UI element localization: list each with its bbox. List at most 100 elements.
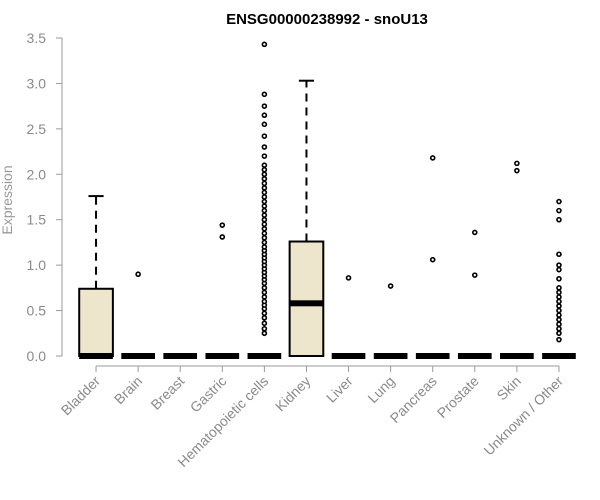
outlier-point [135,271,141,278]
outlier-point [261,194,268,200]
y-tick-label-0: 0.0 [27,348,47,364]
x-tick-label-10: Skin [493,373,524,404]
box-median [289,300,324,307]
box-iqr [78,287,114,357]
x-tick-label-0: Bladder [58,373,104,419]
outlier-point [261,239,268,246]
y-tick-label-1: 0.5 [27,303,47,319]
outlier-point [261,320,268,327]
outlier-point [261,189,268,196]
box-median [457,353,492,359]
outlier-point [261,185,268,191]
outlier-point [261,230,268,237]
outlier-point [556,285,562,291]
x-tick-label-2: Breast [147,373,187,413]
outlier-point [429,155,436,161]
outlier-point [261,133,268,139]
outlier-point [556,266,562,273]
box-median [121,353,155,359]
x-tick-label-7: Lung [364,373,397,406]
outlier-point [556,330,562,337]
y-tick-label-7: 3.5 [27,30,47,46]
outlier-point [261,289,268,296]
outlier-point [261,294,268,300]
y-tick-label-4: 2.0 [27,166,47,182]
outlier-point [345,275,352,281]
outlier-point [556,207,562,214]
boxes [78,41,576,359]
box-median [247,353,282,359]
outlier-point [261,325,268,332]
outlier-point [219,234,226,240]
outlier-point [261,212,268,218]
box-group-8 [415,155,450,359]
x-tick-label-1: Brain [111,373,145,407]
box-group-3 [205,222,240,359]
box-median [79,353,113,359]
outlier-point [261,244,268,250]
box-group-5 [288,79,325,358]
box-median [542,353,576,359]
y-tick-label-3: 1.5 [27,212,47,228]
outlier-point [261,166,268,173]
y-tick-label-6: 3.0 [27,75,47,91]
outlier-point [556,303,562,309]
outlier-point [261,310,268,317]
y-axis: 0.0 0.5 1.0 1.5 2.0 2.5 3.0 3.5 [27,30,63,364]
y-axis-label: Expression [0,165,15,234]
outlier-point [261,41,268,48]
outlier-point [556,216,562,223]
box-iqr [288,240,325,358]
box-group-0 [78,195,114,359]
outlier-point [556,307,562,314]
outlier-point [261,176,268,182]
outlier-point [556,336,562,343]
outlier-point [556,321,562,328]
outlier-point [261,162,268,168]
outlier-point [514,167,520,174]
outlier-point [261,103,268,109]
box-median [415,353,450,359]
outlier-point [261,198,268,205]
box-group-9 [457,229,492,359]
outlier-point [261,315,268,321]
y-tick-label-2: 1.0 [27,257,47,273]
x-tick-label-5: Kidney [272,373,314,415]
outlier-point [556,198,562,205]
outlier-point [556,312,562,318]
box-group-7 [373,283,408,359]
outlier-point [429,256,436,263]
box-median [331,353,366,359]
outlier-point [261,91,268,98]
outlier-point [261,221,268,228]
y-tick-label-5: 2.5 [27,121,47,137]
box-group-1 [121,271,155,359]
outlier-point [471,229,478,236]
outlier-point [387,283,394,289]
x-tick-label-8: Pancreas [387,373,440,426]
box-median [373,353,408,359]
x-tick-label-6: Liver [323,373,356,406]
outlier-point [261,144,268,150]
x-tick-label-9: Prostate [434,373,482,421]
box-group-4 [247,41,282,359]
outlier-point [556,294,562,300]
outlier-point [261,226,268,232]
outlier-point [261,207,268,214]
outlier-point [261,180,268,187]
x-tick-label-11: Unknown / Other [480,373,566,459]
outlier-point [261,171,268,178]
outlier-point [556,325,562,332]
outlier-point [261,153,268,159]
box-group-2 [163,353,198,359]
outlier-point [219,222,226,228]
outlier-point [556,251,562,258]
outlier-point [514,160,520,167]
outlier-point [261,285,268,291]
outlier-point [556,289,562,296]
box-median [205,353,240,359]
outlier-point [556,262,562,268]
